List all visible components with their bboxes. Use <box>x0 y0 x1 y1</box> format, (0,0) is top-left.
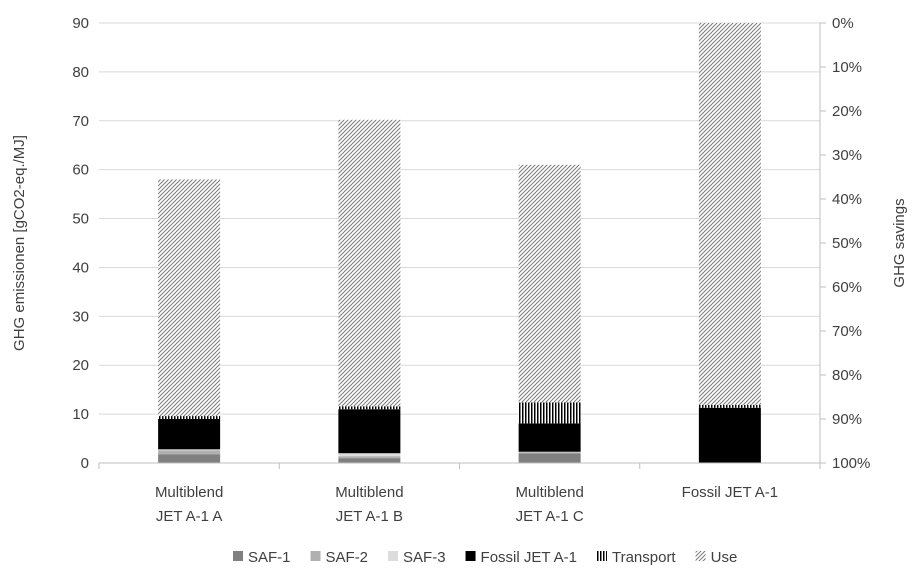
bar-segment-transport <box>338 406 401 410</box>
legend-label: SAF-1 <box>248 549 291 566</box>
bar-segment-transport <box>158 416 221 419</box>
x-category-label: JET A-1 B <box>336 508 403 525</box>
legend-swatch <box>695 551 706 561</box>
bar-segment-fossil-jet-a-1 <box>158 419 221 450</box>
legend-swatch <box>388 551 399 561</box>
x-category-label: JET A-1 C <box>516 508 584 525</box>
legend-label: Use <box>711 549 738 566</box>
x-category-label: JET A-1 A <box>156 508 222 525</box>
y2-tick-label: 50% <box>832 235 862 252</box>
y2-tick-label: 80% <box>832 367 862 384</box>
y-tick-label: 30 <box>72 308 89 325</box>
y2-tick-label: 30% <box>832 147 862 164</box>
legend-label: Transport <box>612 549 676 566</box>
legend: SAF-1 SAF-2 SAF-3 Fossil JET A-1 Transport Us… <box>233 549 737 566</box>
y2-tick-label: 40% <box>832 191 862 208</box>
y2-tick-label: 70% <box>832 323 862 340</box>
x-category-label: Multiblend <box>335 484 403 501</box>
y-tick-label: 40 <box>72 259 89 276</box>
y2-tick-label: 0% <box>832 15 854 32</box>
y-axis-title: GHG emissionen [gCO2-eq./MJ] <box>11 135 28 351</box>
bar-segment-saf-1 <box>338 458 401 463</box>
bar-segment-fossil-jet-a-1 <box>338 409 401 454</box>
bar-segment-saf-3 <box>158 449 221 451</box>
y-tick-label: 60 <box>72 162 89 179</box>
bar-segment-saf-3 <box>338 453 401 457</box>
bar-segment-use <box>338 119 401 407</box>
y2-tick-label: 60% <box>832 279 862 296</box>
y-tick-label: 20 <box>72 357 89 374</box>
legend-swatch <box>233 551 243 561</box>
bar-segment-saf-2 <box>338 456 401 459</box>
x-category-label: Multiblend <box>515 484 583 501</box>
y-tick-label: 80 <box>72 64 89 81</box>
y2-tick-label: 90% <box>832 411 862 428</box>
legend-label: SAF-3 <box>403 549 446 566</box>
bar-segment-fossil-jet-a-1 <box>698 407 761 463</box>
y-tick-label: 70 <box>72 113 89 130</box>
y2-axis-title: GHG savings <box>891 198 908 287</box>
y-tick-label: 0 <box>81 455 89 472</box>
legend-label: Fossil JET A-1 <box>481 549 577 566</box>
legend-swatch <box>465 551 476 561</box>
bar-segment-saf-1 <box>518 453 581 463</box>
bar-segment-transport <box>518 402 581 424</box>
y-tick-label: 90 <box>72 15 89 32</box>
bar-segment-saf-1 <box>158 454 221 463</box>
legend-swatch <box>596 551 607 561</box>
bar-segment-use <box>518 164 581 403</box>
bar-segment-fossil-jet-a-1 <box>518 423 581 452</box>
y-tick-label: 50 <box>72 211 89 228</box>
bar-segment-saf-2 <box>158 450 221 455</box>
y2-tick-label: 10% <box>832 59 862 76</box>
x-category-label: Fossil JET A-1 <box>682 484 778 501</box>
legend-label: SAF-2 <box>326 549 369 566</box>
axes: 0 10 20 30 40 50 60 70 80 90 0% 10% 20% 30% 40% 50% 60% 7… <box>11 15 908 525</box>
y-tick-label: 10 <box>72 406 89 423</box>
y2-tick-label: 100% <box>832 455 870 472</box>
bars <box>158 23 761 463</box>
bar-segment-use <box>698 23 761 405</box>
bar-segment-saf-2 <box>518 452 581 454</box>
y2-tick-label: 20% <box>832 103 862 120</box>
legend-swatch <box>310 551 321 561</box>
bar-segment-use <box>158 179 221 417</box>
x-category-label: Multiblend <box>155 484 223 501</box>
bar-segment-transport <box>698 404 761 408</box>
